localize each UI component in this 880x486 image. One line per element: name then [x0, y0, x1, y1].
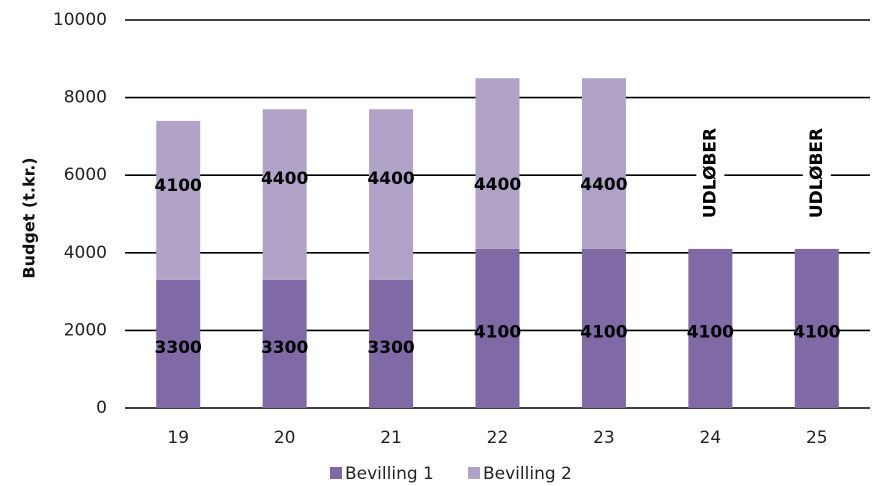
annotation-udlober: UDLØBER	[700, 128, 720, 218]
y-tick-label: 0	[96, 398, 107, 418]
x-tick-label: 20	[274, 428, 296, 448]
y-tick-label: 8000	[64, 88, 107, 108]
x-tick-label: 25	[806, 428, 828, 448]
bar-bevilling-1	[475, 248, 520, 408]
data-label-bevilling-1: 3300	[155, 338, 202, 358]
annotation-udlober: UDLØBER	[807, 128, 827, 218]
x-tick-label: 23	[593, 428, 615, 448]
data-label-bevilling-2: 4400	[474, 175, 521, 195]
bar-bevilling-2	[262, 109, 307, 280]
data-labels: 3300 3300 3300 4100 4100 4100 4100 4100 4400 4400…	[155, 98, 841, 358]
bar-bevilling-2	[581, 78, 626, 249]
data-label-bevilling-1: 3300	[367, 338, 414, 358]
axes: 0 2000 4000 6000 8000 10000 19 20 21 22 23 24 25	[53, 10, 828, 448]
bar-bevilling-1	[156, 279, 201, 408]
data-label-bevilling-2: 4400	[580, 175, 627, 195]
data-label-bevilling-1: 4100	[793, 322, 840, 342]
bar-bevilling-2	[475, 78, 520, 249]
legend-swatch	[330, 467, 342, 479]
y-tick-label: 10000	[53, 10, 107, 30]
legend-label: Bevilling 1	[345, 464, 434, 484]
data-label-bevilling-1: 4100	[580, 322, 627, 342]
bar-bevilling-1	[262, 279, 307, 408]
annotation-background	[802, 98, 831, 239]
legend-swatch	[468, 467, 480, 479]
bar-bevilling-1	[369, 279, 414, 408]
bar-bevilling-1	[794, 248, 839, 408]
bar-bevilling-2	[156, 120, 201, 280]
bar-bevilling-1	[581, 248, 626, 408]
annotation-background	[696, 98, 725, 239]
y-axis-title: Budget (t.kr.)	[20, 157, 39, 278]
bar-bevilling-1	[688, 248, 733, 408]
data-label-bevilling-1: 4100	[474, 322, 521, 342]
x-tick-label: 24	[700, 428, 722, 448]
y-tick-label: 4000	[64, 243, 107, 263]
data-label-bevilling-1: 4100	[687, 322, 734, 342]
data-label-bevilling-1: 3300	[261, 338, 308, 358]
bars	[156, 78, 839, 408]
bar-bevilling-2	[369, 109, 414, 280]
y-tick-label: 2000	[64, 320, 107, 340]
y-tick-label: 6000	[64, 165, 107, 185]
data-label-bevilling-2: 4100	[155, 176, 202, 196]
x-tick-label: 22	[487, 428, 509, 448]
data-label-bevilling-2: 4400	[261, 169, 308, 189]
x-tick-label: 19	[167, 428, 189, 448]
data-label-bevilling-2: 4400	[367, 169, 414, 189]
legend-label: Bevilling 2	[483, 464, 572, 484]
legend: Bevilling 1 Bevilling 2	[330, 464, 572, 484]
x-tick-label: 21	[380, 428, 402, 448]
